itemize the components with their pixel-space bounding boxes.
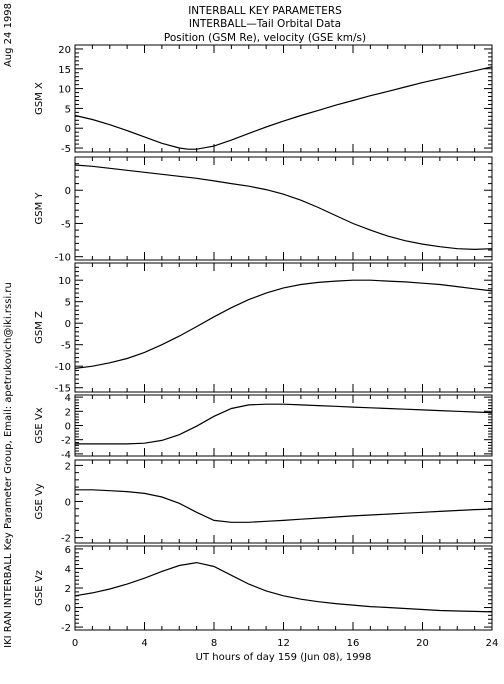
y-tick-label: 0: [65, 319, 71, 330]
y-tick-label: 0: [65, 124, 71, 135]
y-tick-label: -10: [55, 362, 71, 373]
chart-title-line-3: Position (GSM Re), velocity (GSE km/s): [164, 32, 366, 44]
x-tick-label: 24: [486, 638, 499, 649]
date-stamp: Aug 24 1998: [3, 3, 14, 67]
y-axis-label: GSE Vz: [34, 570, 45, 606]
y-tick-label: -5: [61, 341, 71, 352]
y-tick-label: -5: [61, 144, 71, 155]
y-tick-label: 5: [65, 104, 71, 115]
x-tick-label: 12: [277, 638, 290, 649]
y-tick-label: 2: [65, 461, 71, 472]
x-axis-label: UT hours of day 159 (Jun 08), 1998: [196, 652, 372, 663]
panel-0: -5 0 5 10 15 20 GSM X: [34, 44, 493, 155]
y-tick-label: 10: [58, 276, 71, 287]
y-axis-label: GSM Z: [34, 311, 45, 344]
y-tick-label: 2: [65, 407, 71, 418]
y-tick-label: -2: [61, 534, 71, 545]
series-line: [74, 66, 493, 150]
panel-2: -15 -10 -5 0 5 10 GSM Z: [34, 262, 493, 395]
y-tick-label: 4: [65, 393, 71, 404]
y-tick-label: -4: [61, 450, 71, 461]
y-tick-label: 4: [65, 564, 71, 575]
x-tick-label: 0: [72, 638, 78, 649]
plot-frame: [74, 44, 493, 153]
y-tick-label: -5: [61, 219, 71, 230]
plot-frame: [74, 459, 493, 544]
y-axis-label: GSM Y: [34, 192, 45, 225]
x-tick-label: 4: [141, 638, 147, 649]
y-tick-label: 0: [65, 604, 71, 615]
x-tick-label: 8: [211, 638, 217, 649]
y-tick-label: 20: [58, 45, 71, 56]
panel-3: -4 -2 0 2 4 GSE Vx: [34, 393, 493, 461]
series-line: [74, 279, 493, 369]
plot-frame: [74, 545, 493, 631]
x-tick-label: 16: [347, 638, 360, 649]
panel-4: -2 0 2 GSE Vy: [34, 459, 493, 545]
y-tick-label: 2: [65, 584, 71, 595]
x-tick-label: 20: [416, 638, 429, 649]
y-tick-label: 6: [65, 545, 71, 556]
y-axis-label: GSE Vy: [34, 483, 45, 519]
series-line: [74, 561, 493, 613]
chart-title-line-1: INTERBALL KEY PARAMETERS: [188, 5, 342, 17]
y-axis-label: GSE Vx: [34, 407, 45, 443]
y-tick-label: -15: [55, 384, 71, 395]
y-tick-label: -2: [61, 623, 71, 634]
y-axis-label: GSM X: [34, 82, 45, 115]
plot-frame: [74, 262, 493, 393]
panel-1: -10 -5 0 GSM Y: [34, 156, 493, 264]
y-tick-label: 15: [58, 65, 71, 76]
chart-title-line-2: INTERBALL—Tail Orbital Data: [189, 18, 341, 30]
side-credit: IKI RAN INTERBALL Key Parameter Group, E…: [3, 282, 14, 648]
y-tick-label: 0: [65, 422, 71, 433]
series-line: [74, 164, 493, 251]
series-line: [75, 403, 493, 445]
y-tick-label: -2: [61, 436, 71, 447]
y-tick-label: 10: [58, 85, 71, 96]
y-tick-label: 0: [65, 186, 71, 197]
y-tick-label: -10: [55, 253, 71, 264]
series-line: [75, 489, 493, 523]
y-tick-label: 0: [65, 498, 71, 509]
y-tick-label: 5: [65, 298, 71, 309]
